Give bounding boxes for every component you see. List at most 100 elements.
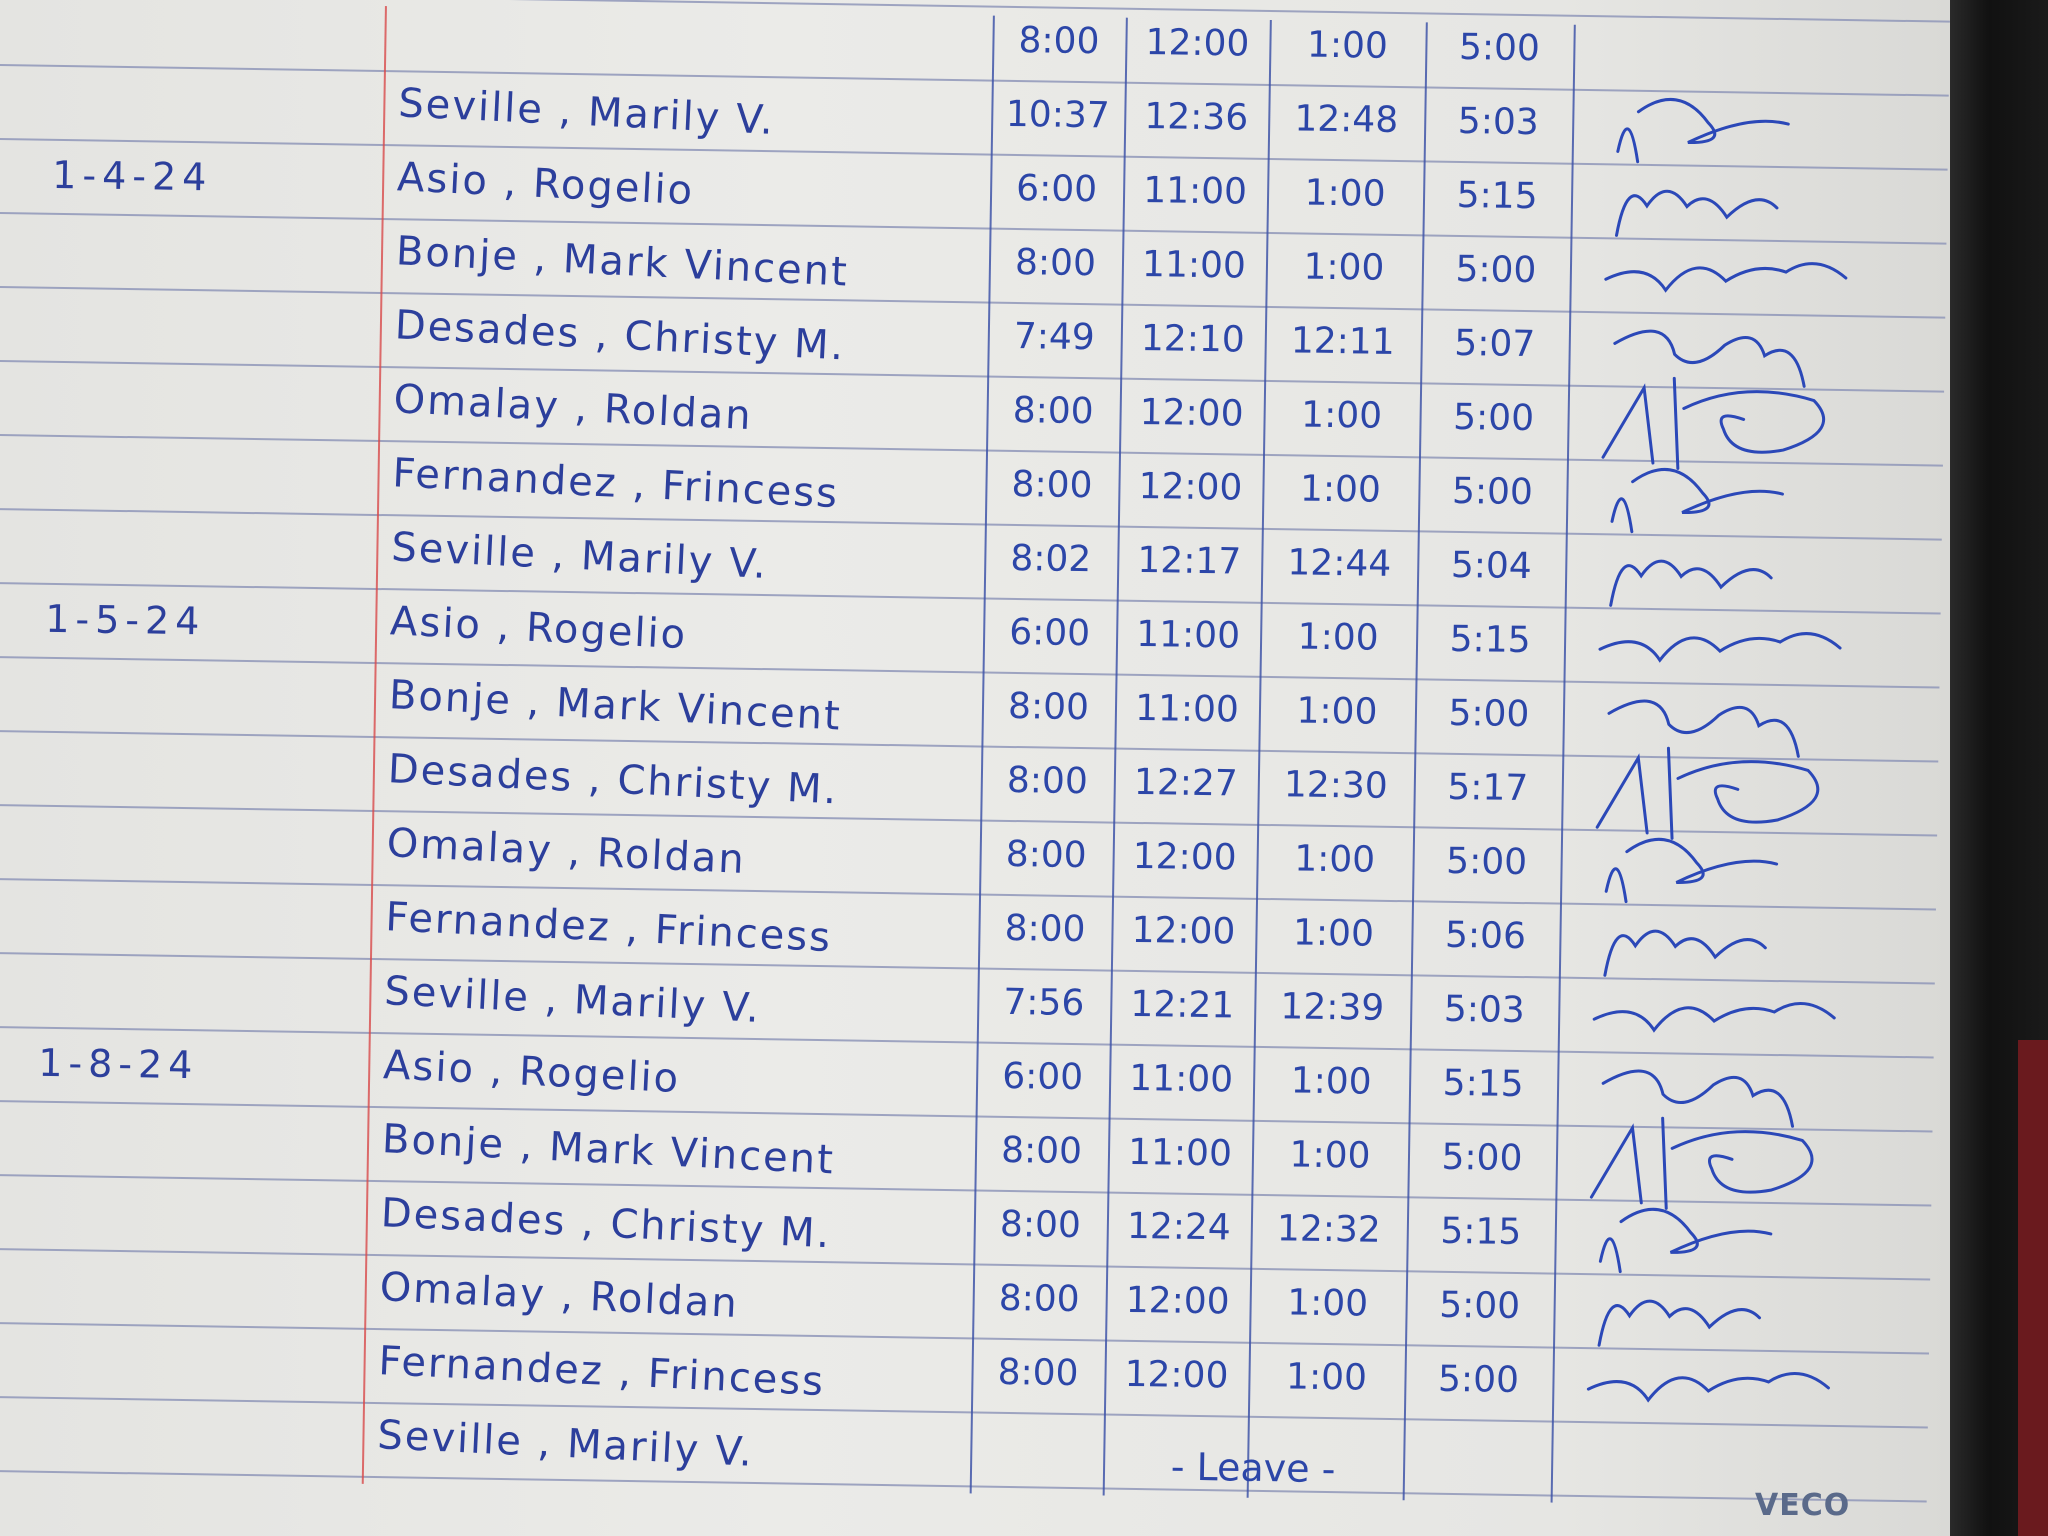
time-out-pm: 5:00: [1458, 26, 1541, 70]
time-out-am: 12:24: [1126, 1205, 1232, 1249]
time-in-am: 8:00: [998, 1277, 1080, 1321]
time-in-am: 8:00: [997, 1351, 1079, 1395]
time-in-am: 8:00: [1012, 389, 1094, 433]
signature: [1603, 929, 1767, 977]
time-in-am: 8:00: [1005, 833, 1087, 877]
time-out-pm: 5:00: [1448, 692, 1530, 736]
time-in-am: 8:02: [1010, 537, 1092, 581]
time-out-pm: 5:00: [1441, 1136, 1523, 1180]
time-in-pm: 12:32: [1276, 1208, 1382, 1251]
time-out-am: 12:00: [1125, 1279, 1230, 1323]
signature: [1601, 376, 1826, 470]
signature: [1586, 1371, 1830, 1403]
time-out-am: 12:00: [1145, 22, 1250, 65]
log-row: Desades , Christy M. 8:00 12:27 12:30 5:17: [0, 730, 1938, 840]
employee-name: Seville , Marily V.: [383, 968, 762, 1032]
time-out-am: 12:21: [1130, 983, 1235, 1027]
date-label: 1-4-24: [51, 152, 213, 200]
time-in-pm: 12:44: [1287, 542, 1392, 585]
signature: [1589, 1116, 1814, 1210]
time-out-am: 11:00: [1134, 687, 1240, 731]
log-row: Fernandez , Frincess 8:00 12:00 1:00 5:00: [0, 434, 1943, 539]
time-out-am: 12:36: [1144, 95, 1249, 139]
time-in-pm: 1:00: [1292, 912, 1375, 955]
signature: [1613, 329, 1806, 388]
employee-name: Fernandez , Frincess: [377, 1338, 827, 1406]
signature: [1604, 837, 1779, 904]
time-in-pm: 1:00: [1296, 690, 1378, 733]
date-label: 1-5-24: [44, 596, 206, 644]
time-out-pm: 5:17: [1447, 766, 1529, 810]
employee-name: Bonje , Mark Vincent: [395, 228, 850, 296]
time-out-pm: 5:07: [1454, 322, 1536, 366]
time-out-am: 12:00: [1139, 391, 1244, 435]
time-out-pm: 5:04: [1450, 544, 1533, 588]
log-row: Fernandez , Frincess 8:00 12:00 1:00 5:00: [0, 1322, 1929, 1427]
log-row: Fernandez , Frincess 8:00 12:00 1:00 5:06: [0, 878, 1936, 983]
time-in-pm: 1:00: [1289, 1134, 1371, 1177]
time-in-pm: 12:48: [1294, 98, 1399, 141]
time-out-am: 12:10: [1140, 317, 1246, 361]
signature: [1597, 1299, 1762, 1347]
employee-name: Seville , Marily V.: [397, 80, 776, 144]
time-in-am: 6:00: [1008, 611, 1091, 655]
employee-name: Desades , Christy M.: [386, 746, 840, 814]
signature: [1607, 699, 1800, 758]
log-row: Bonje , Mark Vincent 8:00 11:00 1:00 5:00: [0, 656, 1939, 761]
employee-name: Fernandez , Frincess: [384, 894, 834, 962]
time-in-am: 8:00: [1011, 463, 1093, 507]
log-row: Seville , Marily V. 8:02 12:17 12:44 5:04: [0, 508, 1942, 613]
time-in-am: 8:00: [1006, 759, 1089, 803]
time-out-pm: 5:03: [1443, 988, 1526, 1032]
signature: [1610, 467, 1784, 534]
time-out-pm: 5:06: [1444, 914, 1527, 958]
time-out-pm: 5:00: [1437, 1358, 1520, 1402]
time-out-am: 11:00: [1135, 613, 1241, 657]
employee-name: Fernandez , Frincess: [391, 450, 841, 518]
time-in-pm: 1:00: [1303, 246, 1385, 289]
notebook-brand: VECO: [1755, 1488, 1851, 1523]
log-row: Bonje , Mark Vincent 8:00 11:00 1:00 5:00: [0, 212, 1946, 317]
employee-name: Desades , Christy M.: [379, 1190, 833, 1258]
time-out-am: 12:00: [1132, 835, 1237, 879]
log-row: Omalay , Roldan 8:00 12:00 1:00 5:00: [0, 1248, 1930, 1353]
time-out-pm: 5:15: [1456, 174, 1538, 218]
notebook-binding: [1950, 0, 2048, 1536]
time-out-pm: 5:00: [1451, 470, 1534, 514]
time-in-pm: 1:00: [1285, 1356, 1368, 1399]
signature: [1595, 746, 1820, 840]
signature: [1598, 632, 1842, 663]
log-row: Bonje , Mark Vincent 8:00 11:00 1:00 5:00: [0, 1100, 1932, 1210]
time-out-am: 11:00: [1129, 1057, 1234, 1101]
time-out-pm: 5:03: [1457, 100, 1540, 144]
log-row: 1-8-24 Asio , Rogelio 6:00 11:00 1:00 5:15: [0, 1026, 1934, 1131]
time-out-pm: 5:00: [1438, 1284, 1521, 1328]
log-row: 1-4-24 Asio , Rogelio 6:00 11:00 1:00 5:15: [0, 138, 1948, 243]
signature: [1601, 1069, 1795, 1128]
signature: [1598, 1207, 1773, 1274]
log-row: Omalay , Roldan 8:00 12:00 1:00 5:00: [0, 804, 1937, 909]
time-out-am: 12:00: [1138, 465, 1243, 509]
log-row: Omalay , Roldan 8:00 12:00 1:00 5:00: [0, 360, 1944, 470]
attendance-log-sheet: 8:00 12:00 1:00 5:00 Seville , Marily V. 10:3…: [0, 0, 1950, 1503]
time-in-pm: 1:00: [1306, 24, 1389, 67]
time-out-pm: 5:15: [1440, 1210, 1522, 1254]
time-in-pm: 12:30: [1283, 764, 1389, 807]
time-out-am: 11:00: [1142, 169, 1248, 213]
time-in-pm: 1:00: [1304, 172, 1386, 215]
employee-name: Asio , Rogelio: [389, 598, 689, 659]
time-out-am: 12:00: [1131, 909, 1236, 953]
signature: [1616, 97, 1790, 164]
time-in-am: 8:00: [1007, 685, 1090, 729]
time-out-pm: 5:15: [1442, 1062, 1524, 1106]
time-in-pm: 1:00: [1293, 838, 1376, 881]
log-row: Seville , Marily V. 7:56 12:21 12:39 5:03: [0, 952, 1935, 1057]
time-in-am: 6:00: [1015, 167, 1098, 211]
time-in-am: 8:00: [1000, 1129, 1083, 1173]
log-row: Desades , Christy M. 8:00 12:24 12:32 5:15: [0, 1174, 1931, 1279]
employee-name: Omalay , Roldan: [378, 1264, 740, 1328]
signature: [1615, 189, 1779, 237]
signature: [1604, 262, 1848, 293]
employee-name: Asio , Rogelio: [396, 154, 696, 215]
signature: [1609, 559, 1773, 607]
